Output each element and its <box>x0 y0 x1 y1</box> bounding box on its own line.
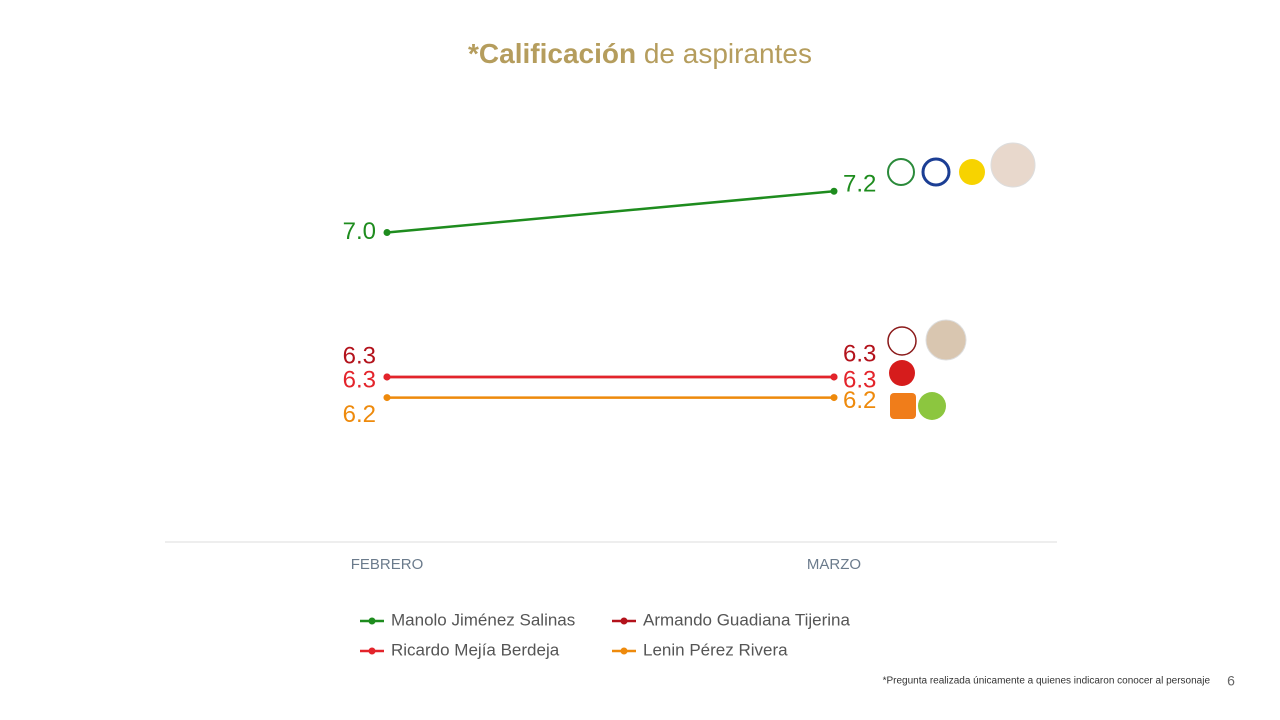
x-tick-label: MARZO <box>807 556 861 573</box>
photo-2 <box>925 319 967 361</box>
legend-label: Armando Guadiana Tijerina <box>643 610 851 629</box>
logo-pri <box>887 158 915 186</box>
point <box>383 229 391 237</box>
data-label: 6.3 <box>343 366 376 393</box>
point <box>830 373 838 381</box>
legend-marker <box>620 647 628 655</box>
logo-prd <box>959 159 985 185</box>
legend-marker <box>368 647 376 655</box>
legend-marker <box>620 617 628 625</box>
logo-pan <box>921 157 951 187</box>
point <box>830 394 838 402</box>
data-label: 6.2 <box>843 387 876 414</box>
legend-label: Ricardo Mejía Berdeja <box>391 640 560 659</box>
x-tick-label: FEBRERO <box>351 556 424 573</box>
title-rest: de aspirantes <box>644 38 812 69</box>
data-label: 6.3 <box>343 342 376 369</box>
logos <box>887 142 1036 420</box>
logo-verde <box>918 392 946 420</box>
point <box>383 394 391 402</box>
data-label: 7.0 <box>343 218 376 245</box>
legend-marker <box>368 617 376 625</box>
legend-label: Lenin Pérez Rivera <box>643 640 788 659</box>
logo-morena <box>887 326 917 356</box>
data-label: 6.3 <box>843 340 876 367</box>
data-label: 6.3 <box>843 366 876 393</box>
photo-1 <box>990 142 1036 188</box>
logo-pt <box>889 360 915 386</box>
footnote: *Pregunta realizada únicamente a quienes… <box>883 676 1211 687</box>
data-label: 7.2 <box>843 171 876 198</box>
series-line <box>386 190 835 234</box>
chart-title: *Calificación de aspirantes <box>468 38 812 69</box>
title-bold: *Calificación <box>468 38 636 69</box>
legend-label: Manolo Jiménez Salinas <box>391 610 575 629</box>
logo-udc <box>890 393 916 419</box>
data-label: 6.2 <box>343 401 376 428</box>
point <box>830 187 838 195</box>
point <box>383 373 391 381</box>
page-number: 6 <box>1227 673 1235 689</box>
